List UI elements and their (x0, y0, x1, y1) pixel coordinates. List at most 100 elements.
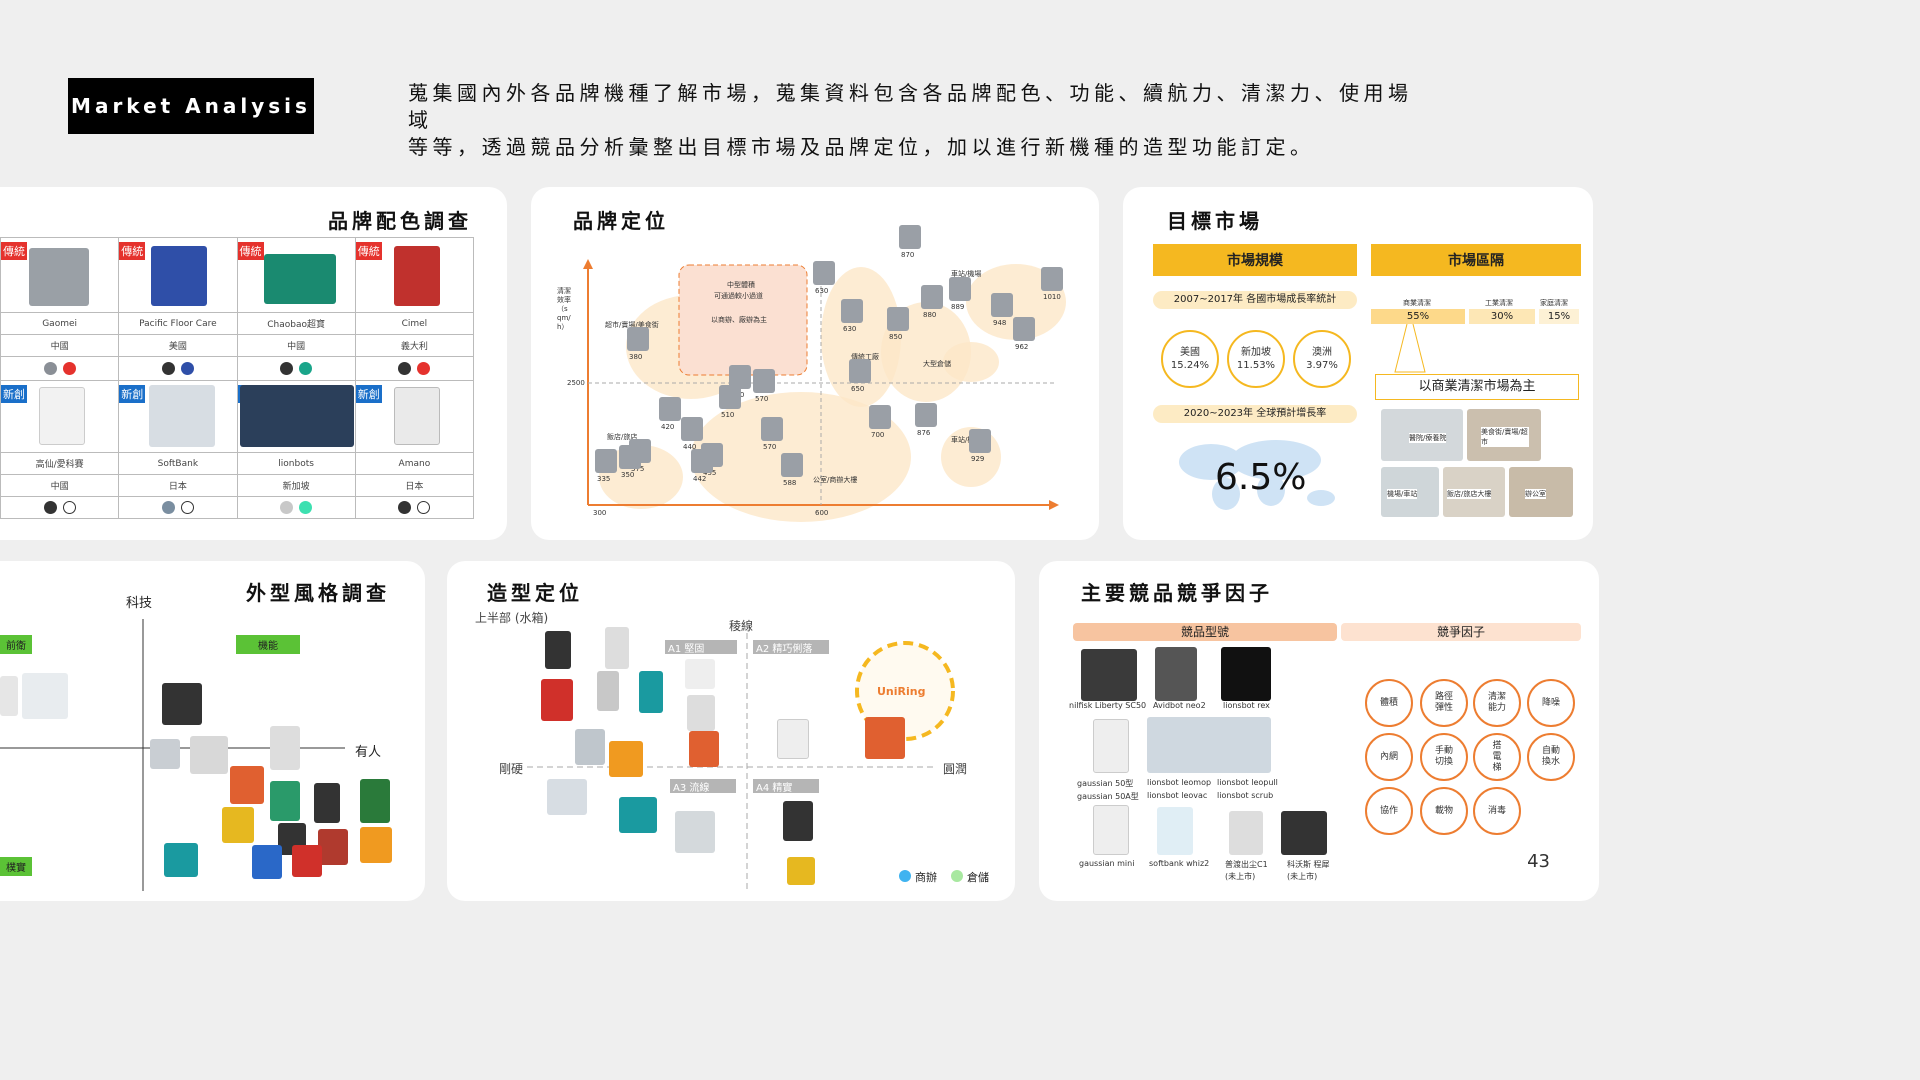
card-title: 品牌定位 (573, 209, 669, 233)
model-name: gaussian 50A型 (1077, 792, 1139, 801)
robot-image (39, 387, 85, 445)
scrubber-image (314, 783, 340, 823)
robot-image (393, 387, 440, 445)
robot-image (0, 676, 18, 716)
factor-circle: 清潔能力 (1473, 679, 1521, 727)
scrubber-image (360, 779, 390, 823)
machine-thumb (1041, 267, 1063, 291)
color-dot (417, 362, 431, 375)
color-survey-card: 品牌配色調查 傳統 傳統 傳統 傳統 Gaomei Pacific Floor … (0, 187, 507, 540)
scrubber-image (292, 845, 322, 877)
country: 中國 (0, 334, 120, 357)
machine-thumb (841, 299, 863, 323)
color-dot (62, 501, 76, 514)
zone-label: 飯店/旅店 (607, 433, 638, 441)
robot-image (22, 673, 68, 719)
factor-circle: 體積 (1365, 679, 1413, 727)
venue-photo: 辦公室 (1509, 467, 1573, 517)
factor-label: 消毒 (1487, 805, 1506, 816)
zone-label: 車站/機場 (951, 436, 982, 444)
scrubber-image (222, 807, 254, 843)
machine-value: 375 (631, 465, 645, 473)
country-rate: 11.53% (1236, 360, 1276, 371)
country: 新加坡 (236, 474, 356, 497)
machine-value: 510 (721, 411, 735, 419)
robot-image (1147, 717, 1271, 773)
zone-label: 車站/機場 (951, 270, 982, 278)
product-image: 傳統 (236, 237, 356, 313)
machine-value: 442 (693, 475, 707, 483)
machine-thumb (729, 365, 751, 389)
machine-value: 929 (971, 455, 985, 463)
brand-name: Pacific Floor Care (118, 312, 238, 335)
machine-value: 570 (763, 443, 777, 451)
color-swatches (236, 356, 356, 381)
brand-name: 高仙/愛科賽 (0, 452, 120, 475)
machine-value: 420 (661, 423, 675, 431)
intro-line-1: 蒐集國內外各品牌機種了解市場，蒐集資料包含各品牌配色、功能、續航力、清潔力、使用… (408, 81, 1413, 132)
venue-label: 飯店/旅店大樓 (1447, 489, 1492, 499)
machine-value: 630 (843, 325, 857, 333)
scrubber-image (609, 741, 643, 777)
robot-image (675, 811, 715, 853)
competitor-card: 主要競品競爭因子 競品型號 競爭因子 nilfisk Liberty SC50 … (1039, 561, 1599, 901)
factor-circle: 手動切換 (1420, 733, 1468, 781)
machine-value: 650 (851, 385, 865, 393)
brand-name: SoftBank (118, 452, 238, 475)
color-swatches (118, 496, 238, 519)
robot-image (1093, 805, 1129, 855)
segment-name: 商業清潔 (1403, 299, 1431, 307)
scrubber-image (639, 671, 663, 713)
machine-value: 700 (871, 431, 885, 439)
country-name: 澳洲 (1312, 347, 1332, 358)
x-tick: 300 (593, 509, 607, 517)
color-swatches (0, 496, 120, 519)
model-name: lionsbot leovac (1147, 791, 1208, 800)
brand-name: Cimel (354, 312, 475, 335)
scrubber-image (318, 829, 348, 865)
model-name: 普渡出尘C1 (1225, 860, 1268, 869)
machine-thumb (781, 453, 803, 477)
bubble (943, 342, 999, 382)
country: 日本 (118, 474, 238, 497)
color-dot (43, 362, 57, 375)
badge: 新創 (1, 385, 27, 403)
color-dot (280, 362, 294, 375)
factor-circle: 路徑彈性 (1420, 679, 1468, 727)
machine-thumb (659, 397, 681, 421)
robot-image (1221, 647, 1271, 701)
style-survey-card: 外型風格調查 科技 有人 前衛 機能 樸實 (0, 561, 425, 901)
machine-thumb (753, 369, 775, 393)
brand-position-card: 品牌定位 清潔效率（sqm/h） 2500 300 600 中型體積 可通過較小… (531, 187, 1099, 540)
machine-thumb (1013, 317, 1035, 341)
model-name: (未上市) (1225, 872, 1256, 881)
scrubber-image (687, 695, 715, 731)
scrubber-image (545, 631, 571, 669)
zone-label: 公室/商辦大樓 (813, 476, 858, 484)
models-header: 競品型號 (1073, 623, 1337, 641)
color-swatches (354, 356, 475, 381)
uniring-image (865, 717, 905, 759)
legend-dot-warehouse (951, 870, 963, 882)
model-name: Avidbot neo2 (1153, 701, 1206, 710)
page-number: 43 (1527, 851, 1550, 872)
machine-value: 380 (629, 353, 643, 361)
machine-value: 876 (917, 429, 931, 437)
y-tick: 2500 (567, 379, 585, 387)
box-text: 可通過較小過道 (714, 292, 763, 300)
legend-label: 商辦 (915, 871, 937, 884)
top-label: 上半部 (水箱) (475, 611, 549, 625)
badge: 新創 (119, 385, 146, 403)
product-image: 新創 (236, 380, 356, 453)
card-title: 外型風格調查 (246, 581, 390, 605)
forecast-value: 6.5% (1215, 457, 1307, 498)
machine-thumb (691, 449, 713, 473)
scrubber-image (689, 731, 719, 767)
venue-label: 辦公室 (1525, 489, 1546, 499)
machine-thumb (915, 403, 937, 427)
machine-value: 850 (889, 333, 903, 341)
factor-circle: 自動換水 (1527, 733, 1575, 781)
factor-label: 協作 (1379, 805, 1398, 816)
venue-photo: 飯店/旅店大樓 (1443, 467, 1505, 517)
box-text: 以商辦、廠辦為主 (711, 316, 767, 324)
